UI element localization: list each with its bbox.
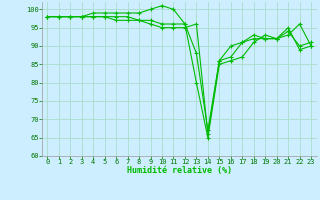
X-axis label: Humidité relative (%): Humidité relative (%) [127, 166, 232, 175]
